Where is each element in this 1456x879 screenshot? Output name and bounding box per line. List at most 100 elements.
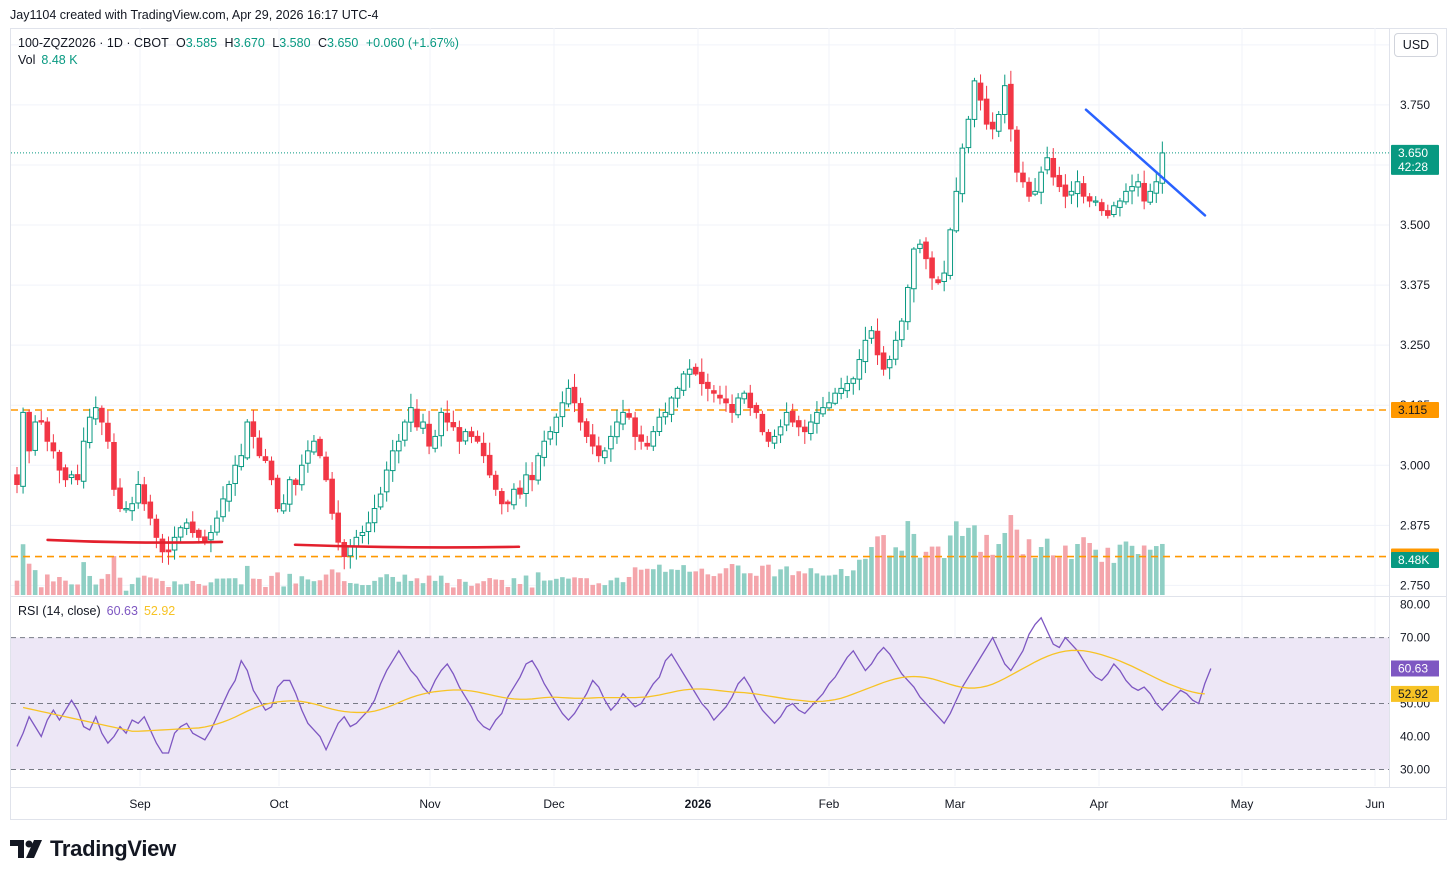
candle-down	[117, 487, 123, 510]
candle-up	[1117, 200, 1123, 208]
volume-bar	[99, 578, 105, 595]
volume-label[interactable]: Vol	[18, 53, 36, 67]
time-tick-label: Feb	[819, 797, 840, 811]
candle-down	[292, 479, 299, 485]
price-tick-label: 3.000	[1400, 458, 1430, 472]
volume-bar	[741, 573, 747, 595]
volume-bar	[705, 574, 711, 595]
volume-bar	[905, 521, 911, 595]
candle-up	[395, 440, 402, 452]
candle-up	[183, 522, 190, 529]
time-tick-label: Oct	[270, 797, 289, 811]
volume-bar	[244, 565, 250, 595]
volume-bar	[669, 569, 674, 595]
candle-up	[856, 359, 863, 380]
candle-down	[196, 529, 202, 538]
volume-bar	[208, 582, 214, 595]
volume-bar	[190, 580, 196, 595]
volume-bar	[887, 555, 892, 595]
volume-bar	[481, 581, 486, 595]
volume-bar	[626, 576, 632, 595]
volume-bar	[232, 578, 238, 595]
tradingview-logo[interactable]: TradingView	[10, 836, 176, 862]
volume-bar	[444, 582, 450, 595]
candle-down	[1141, 182, 1147, 202]
volume-bar	[293, 583, 299, 595]
rsi-label[interactable]: RSI (14, close)	[18, 604, 101, 618]
candle-up	[523, 474, 529, 494]
candle-down	[323, 456, 329, 481]
volume-bar	[117, 577, 123, 595]
volume-bar	[1153, 546, 1159, 595]
candle-down	[499, 491, 505, 505]
candle-up	[177, 527, 184, 538]
candle-up	[353, 536, 360, 547]
volume-bar	[1135, 554, 1141, 595]
candle-up	[995, 113, 1002, 132]
candle-up	[402, 421, 408, 441]
volume-bar	[1032, 558, 1038, 595]
volume-bar	[1008, 515, 1014, 595]
candle-up	[226, 483, 232, 502]
volume-bar	[620, 582, 626, 595]
candle-up	[898, 320, 905, 341]
candle-up	[1123, 190, 1129, 203]
volume-bar	[329, 569, 335, 595]
candle-up	[559, 402, 566, 418]
volume-bar	[281, 586, 286, 595]
volume-bar	[172, 581, 177, 595]
volume-bar	[457, 579, 462, 595]
volume-bar	[323, 574, 329, 595]
candle-down	[638, 434, 644, 442]
volume-bar	[614, 577, 620, 595]
candle-down	[153, 518, 160, 538]
candle-up	[820, 407, 826, 415]
candle-down	[577, 403, 584, 423]
volume-bar	[317, 580, 323, 595]
open-label: O	[176, 36, 186, 50]
volume-bar	[93, 584, 99, 595]
candle-up	[1135, 181, 1141, 188]
trendline	[1084, 108, 1207, 217]
candle-up	[971, 80, 978, 120]
volume-bar	[844, 576, 850, 595]
volume-bar	[972, 525, 977, 595]
volume-bar	[535, 572, 541, 595]
time-tick-label: Dec	[543, 797, 564, 811]
currency-button[interactable]: USD	[1394, 33, 1438, 57]
volume-bar	[802, 573, 808, 595]
volume-bar	[166, 587, 171, 595]
symbol-title[interactable]: 100-ZQZ2026 · 1D · CBOT	[18, 36, 169, 50]
candle-up	[850, 378, 857, 384]
price-tick-label: 2.750	[1400, 578, 1430, 592]
rsi-tick-label: 70.00	[1400, 631, 1430, 645]
volume-bar	[850, 570, 856, 595]
candle-up	[299, 464, 305, 486]
volume-bar	[105, 574, 111, 595]
volume-bar	[402, 574, 408, 595]
volume-bar	[220, 578, 226, 595]
candle-down	[329, 478, 335, 514]
volume-bar	[1117, 544, 1123, 595]
volume-bar	[499, 579, 505, 595]
volume-bar	[263, 586, 268, 595]
volume-bar	[754, 575, 759, 595]
volume-bar	[348, 583, 353, 595]
volume-bar	[772, 576, 777, 595]
volume-badge-bg	[1391, 552, 1439, 568]
volume-bar	[566, 578, 571, 595]
candle-up	[959, 147, 966, 195]
volume-bar	[657, 564, 662, 595]
volume-bar	[881, 535, 886, 595]
candle-up	[947, 229, 954, 276]
time-tick-label: May	[1231, 797, 1254, 811]
low-label: L	[272, 36, 280, 50]
candle-down	[723, 398, 729, 404]
ohlc-legend: 100-ZQZ2026 · 1D · CBOT O3.585 H3.670 L3…	[18, 36, 459, 50]
candle-down	[1062, 184, 1069, 197]
volume-bar	[1141, 545, 1147, 595]
volume-bar	[590, 584, 595, 595]
volume-bar	[438, 575, 444, 595]
volume-bar	[699, 568, 705, 595]
